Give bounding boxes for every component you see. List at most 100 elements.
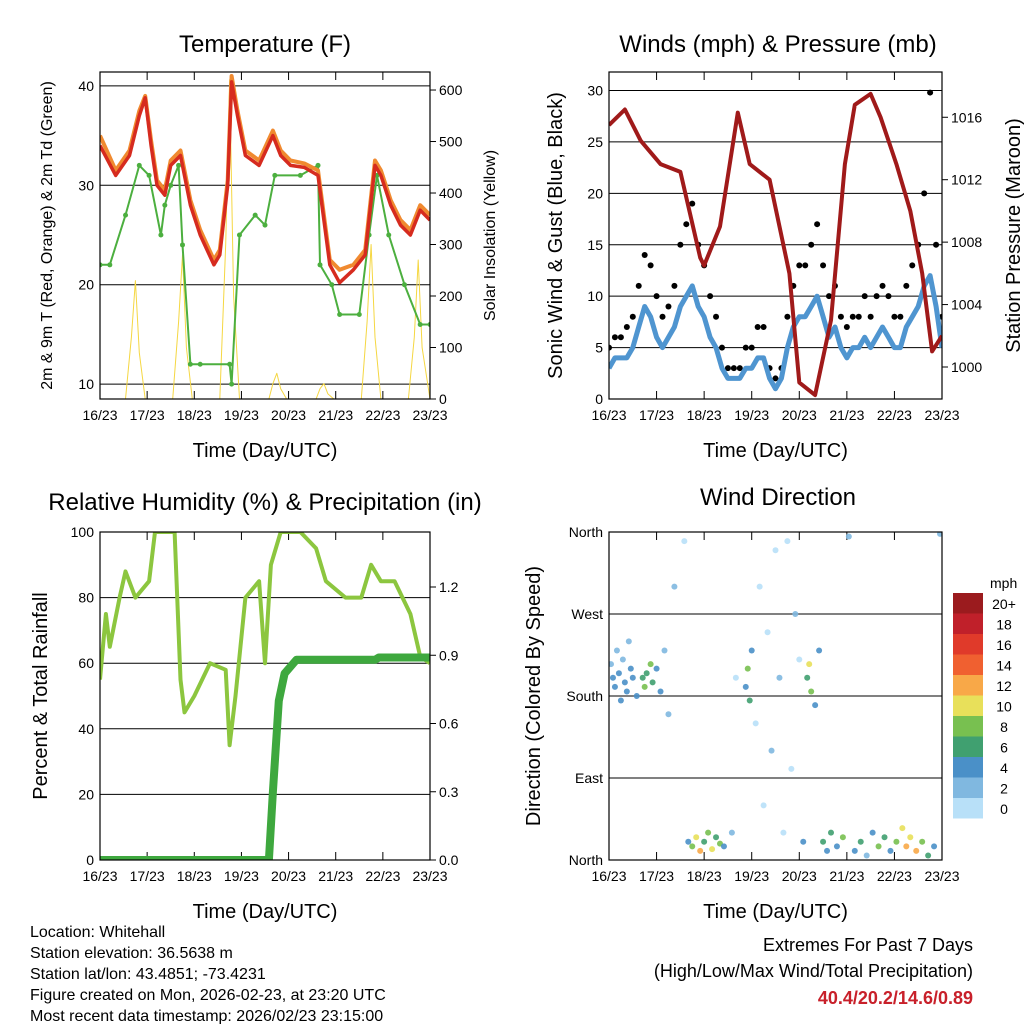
y-tick-label: 25 [587, 134, 603, 150]
gust-point [879, 282, 886, 289]
y-tick-label: 0 [86, 852, 94, 868]
chart-title: Relative Humidity (%) & Precipitation (i… [48, 489, 481, 516]
wind-direction-point [812, 702, 819, 709]
dewpoint-point [252, 212, 258, 218]
wind-direction-point [863, 852, 870, 859]
y-tick-label: 15 [587, 237, 603, 253]
gust-point [784, 313, 791, 320]
y2-tick-label: 0 [439, 391, 447, 407]
extremes-subtitle: (High/Low/Max Wind/Total Precipitation) [654, 961, 973, 981]
gust-point [814, 221, 821, 228]
dewpoint-point [187, 361, 193, 367]
plot-area [609, 89, 942, 398]
x-axis-label: Time (Day/UTC) [703, 440, 848, 462]
x-tick-label: 19/23 [734, 868, 769, 884]
wind-direction-point [820, 838, 827, 845]
gust-point [933, 241, 940, 248]
wind-direction-point [804, 674, 811, 681]
dewpoint-point [197, 361, 203, 367]
wind-direction-point [732, 674, 739, 681]
wind-direction-point [742, 683, 749, 690]
wind-direction-point [713, 834, 720, 841]
x-tick-label: 18/23 [177, 868, 212, 884]
gust-point [796, 262, 803, 269]
x-tick-label: 23/23 [924, 407, 959, 423]
wind-direction-point [647, 661, 654, 668]
wind-direction-point [744, 665, 751, 672]
wind-direction-point [764, 629, 771, 636]
wind-direction-point [887, 847, 894, 854]
wind-direction-point [931, 843, 938, 850]
wind-direction-point [780, 829, 787, 836]
footer-recent: Most recent data timestamp: 2026/02/23 2… [30, 1008, 383, 1024]
x-tick-label: 22/23 [877, 407, 912, 423]
wind-direction-point [937, 532, 942, 537]
gust-point [611, 334, 618, 341]
x-tick-label: 17/23 [130, 407, 165, 423]
wind-direction-point [613, 647, 620, 654]
y2-tick-label: 1.2 [439, 579, 459, 595]
wind-direction-point [903, 843, 910, 850]
wind-direction-point [796, 656, 803, 663]
legend-swatch [953, 798, 983, 819]
footer-location: Location: Whitehall [30, 924, 165, 941]
y-tick-label: 100 [71, 524, 95, 540]
legend-label: 20+ [992, 596, 1016, 612]
wind-direction-point [701, 838, 708, 845]
wind-direction-point [875, 843, 882, 850]
gust-point [897, 313, 904, 320]
legend-label: 2 [1000, 781, 1008, 797]
speed-legend: mph 20+ 18 16 14 12 10 8 6 4 2 0 [953, 575, 1017, 819]
y-tick-label: 30 [78, 177, 94, 193]
dewpoint-point [337, 312, 343, 318]
chart-title: Wind Direction [700, 484, 856, 511]
y2-axis-label: Solar Insolation (Yellow) [482, 150, 499, 321]
x-tick-label: 21/23 [318, 868, 353, 884]
y-tick-label: North [569, 524, 603, 540]
gust-point [867, 313, 874, 320]
gust-point [707, 293, 714, 300]
wind-direction-point [816, 647, 823, 654]
legend-swatch [953, 675, 983, 696]
dewpoint-point [297, 172, 303, 178]
legend-label: 8 [1000, 719, 1008, 735]
footer-created: Figure created on Mon, 2026-02-23, at 23… [30, 987, 386, 1004]
wind-direction-point [649, 679, 656, 686]
y-tick-label: 20 [78, 277, 94, 293]
solar-insolation-line [100, 79, 430, 399]
gust-point [861, 293, 868, 300]
winds-panel: Winds (mph) & Pressure (mb) Time (Day/UTC… [545, 31, 1024, 462]
wind-direction-point [760, 802, 767, 809]
gust-point [826, 293, 833, 300]
wind-direction-point [828, 829, 834, 836]
y2-tick-label: 0.3 [439, 784, 459, 800]
dewpoint-point [158, 232, 164, 238]
gust-point [647, 262, 654, 269]
wind-direction-point [623, 688, 630, 695]
wind-direction-point [697, 847, 704, 854]
y2-tick-label: 0.9 [439, 647, 459, 663]
y-axis-label: Direction (Colored By Speed) [523, 566, 545, 826]
x-tick-label: 22/23 [877, 868, 912, 884]
plot-area [609, 532, 942, 859]
footer-elevation: Station elevation: 36.5638 m [30, 945, 233, 962]
wind-direction-point [800, 838, 807, 845]
x-tick-label: 20/23 [782, 868, 817, 884]
y2-tick-label: 500 [439, 134, 463, 150]
x-tick-label: 20/23 [271, 407, 306, 423]
y-axis-label: 2m & 9m T (Red, Orange) & 2m Td (Green) [39, 81, 56, 390]
dewpoint-point [236, 232, 242, 238]
dewpoint-point [107, 262, 113, 268]
dewpoint-point [176, 162, 182, 168]
y-tick-label: 10 [78, 376, 94, 392]
gust-point [609, 344, 612, 351]
wind-direction-point [776, 674, 783, 681]
wind-direction-point [907, 834, 914, 841]
wind-direction-point [619, 656, 626, 663]
temp-panel: Temperature (F) Time (Day/UTC) 2m & 9m T (… [39, 31, 499, 462]
footer-latlon: Station lat/lon: 43.4851; -73.4231 [30, 966, 266, 983]
dewpoint-point [146, 172, 152, 178]
wind-direction-point [772, 547, 779, 554]
gust-point [683, 221, 690, 228]
